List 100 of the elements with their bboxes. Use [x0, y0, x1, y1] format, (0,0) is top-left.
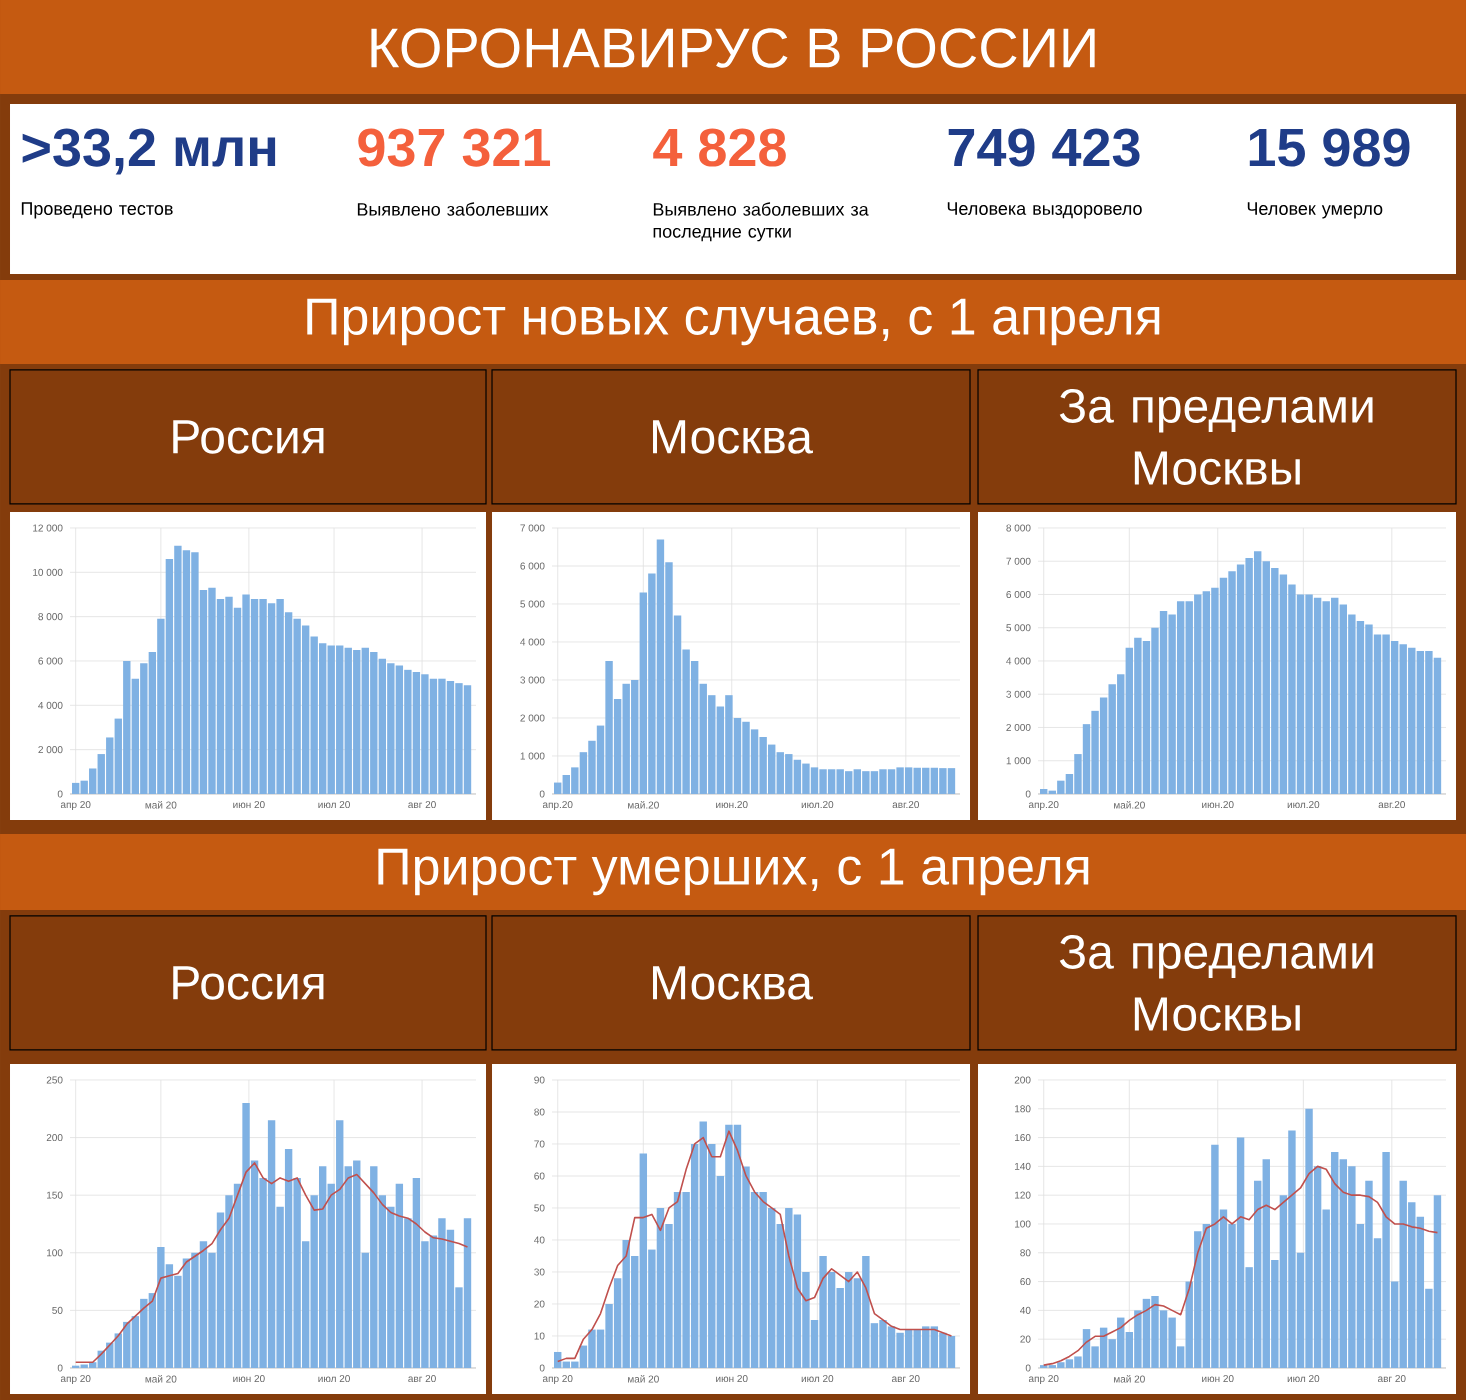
- bar: [725, 1124, 733, 1368]
- bar: [939, 768, 947, 794]
- bar: [656, 539, 665, 794]
- bar: [1365, 1180, 1373, 1368]
- bar: [1382, 1151, 1390, 1368]
- chart-title: За пределами Москвы: [1059, 934, 1373, 1031]
- bar: [759, 736, 767, 794]
- chart-title: За пределами Москвы: [1059, 388, 1373, 485]
- bar: [802, 763, 810, 794]
- bar: [904, 1329, 913, 1368]
- bar: [1142, 1298, 1151, 1368]
- bar: [370, 1166, 378, 1368]
- bar: [140, 1298, 148, 1368]
- bar: [1236, 564, 1245, 794]
- bar: [870, 771, 879, 794]
- bar: [1134, 637, 1142, 794]
- bar: [276, 598, 284, 794]
- bar: [404, 669, 412, 794]
- bar: [1176, 601, 1185, 794]
- bar: [1408, 647, 1416, 794]
- bar: [1236, 1137, 1245, 1368]
- text: 937 321: [358, 128, 551, 167]
- bar: [913, 1329, 921, 1368]
- bar: [913, 767, 921, 794]
- bar: [1202, 591, 1211, 794]
- bar: [896, 1332, 904, 1368]
- bar: [123, 660, 131, 794]
- category-label: Человек умерло: [1247, 202, 1383, 219]
- bar: [199, 1241, 208, 1368]
- bar: [622, 683, 630, 794]
- bar: [1159, 611, 1168, 794]
- bar: [412, 672, 421, 794]
- bar: [836, 769, 844, 794]
- bar: [896, 767, 904, 794]
- bar: [1365, 624, 1373, 794]
- bar: [1433, 657, 1442, 794]
- bar: [259, 598, 267, 794]
- bar: [395, 665, 404, 794]
- bar: [827, 769, 836, 794]
- bar: [1339, 604, 1348, 794]
- bar: [1382, 634, 1390, 794]
- bar: [673, 1191, 682, 1368]
- bar: [1253, 551, 1262, 794]
- bar: [699, 1121, 707, 1368]
- bar: [793, 759, 802, 794]
- bar: [887, 1326, 896, 1368]
- bar: [370, 652, 378, 794]
- bar: [1057, 1362, 1065, 1368]
- bar: [208, 587, 216, 794]
- bar: [336, 1120, 344, 1368]
- bar: [1390, 641, 1399, 794]
- bar: [267, 1120, 276, 1368]
- bar: [1322, 601, 1330, 794]
- category-label: Человека выздоровело: [947, 202, 1142, 219]
- bar: [785, 1207, 793, 1368]
- bar: [242, 1103, 250, 1368]
- bar: [1040, 788, 1048, 794]
- text: 4 828: [653, 128, 786, 167]
- bar: [947, 1335, 956, 1368]
- bar: [1245, 557, 1253, 794]
- bar: [1433, 1195, 1442, 1368]
- bar: [759, 1191, 767, 1368]
- bar: [939, 1332, 947, 1368]
- bar: [1194, 1231, 1202, 1368]
- bar: [879, 1319, 887, 1368]
- bar: [742, 721, 750, 794]
- bar: [395, 1183, 404, 1368]
- text: Прирост умерших, с 1 апреля: [378, 848, 1089, 896]
- bar: [922, 1326, 930, 1368]
- chart-title: Россия: [173, 420, 324, 454]
- bar: [887, 769, 896, 794]
- bar: [353, 649, 361, 794]
- bar: [904, 767, 913, 794]
- bar: [301, 625, 310, 794]
- bar: [922, 767, 930, 794]
- bar: [412, 1177, 421, 1368]
- text: >33,2 млн: [22, 128, 276, 175]
- bar: [293, 618, 301, 794]
- bar: [1313, 597, 1322, 794]
- category-label: Выявлено заболевших: [357, 202, 549, 216]
- bar: [182, 1258, 191, 1368]
- bar: [123, 1321, 131, 1368]
- bar: [1151, 1295, 1159, 1368]
- bar: [656, 1207, 665, 1368]
- bar: [429, 678, 438, 794]
- chart-title: Москва: [653, 420, 813, 454]
- bar: [1065, 1359, 1074, 1368]
- bar: [819, 769, 827, 794]
- bar: [446, 680, 455, 794]
- bar: [421, 674, 429, 794]
- bar: [1211, 1144, 1219, 1368]
- category-label: Выявлено заболевших за последние сутки: [653, 202, 869, 242]
- bar: [819, 1255, 827, 1368]
- bar: [1057, 780, 1065, 794]
- bar: [1305, 1108, 1313, 1368]
- bar: [1425, 651, 1433, 794]
- bar: [327, 645, 335, 794]
- bar: [344, 647, 352, 794]
- bar: [267, 603, 276, 794]
- bar: [182, 550, 191, 794]
